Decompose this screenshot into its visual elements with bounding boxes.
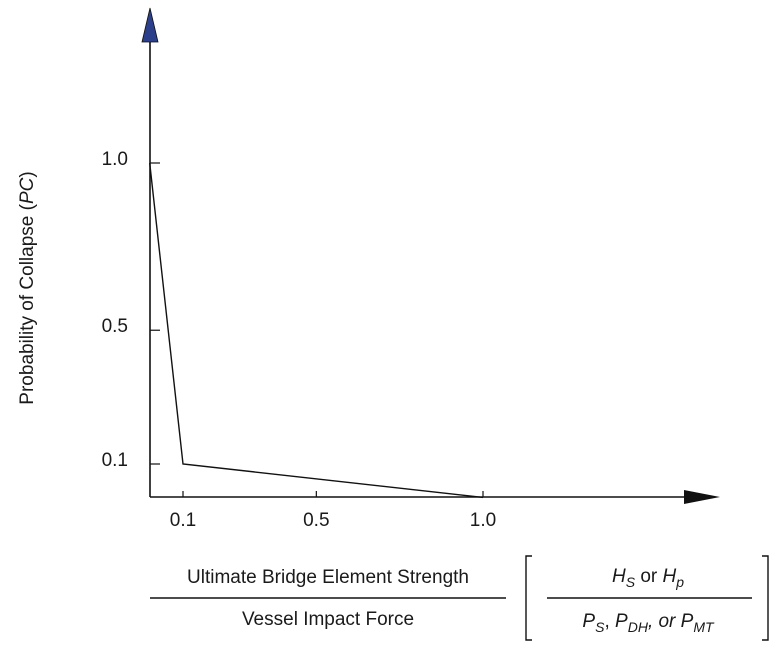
y-tick-label: 0.5 (102, 316, 128, 337)
y-axis-arrowhead (141, 7, 159, 43)
x-axis-arrowhead (684, 490, 720, 504)
y-axis-title: Probability of Collapse (PC) (17, 171, 38, 404)
bracket-denominator: PS, PDH, or PMT (582, 611, 715, 635)
x-tick-label: 1.0 (470, 510, 496, 531)
y-tick-label: 0.1 (102, 450, 128, 471)
bracket-numerator: HS or Hp (612, 566, 684, 590)
caption-right-bracket (762, 555, 769, 641)
collapse-probability-line (149, 162, 484, 499)
caption-numerator: Ultimate Bridge Element Strength (187, 567, 469, 588)
caption-denominator: Vessel Impact Force (242, 609, 414, 630)
x-tick-label: 0.1 (170, 510, 196, 531)
caption-left-bracket (525, 555, 532, 641)
y-tick-label: 1.0 (102, 149, 128, 170)
x-tick-label: 0.5 (303, 510, 329, 531)
